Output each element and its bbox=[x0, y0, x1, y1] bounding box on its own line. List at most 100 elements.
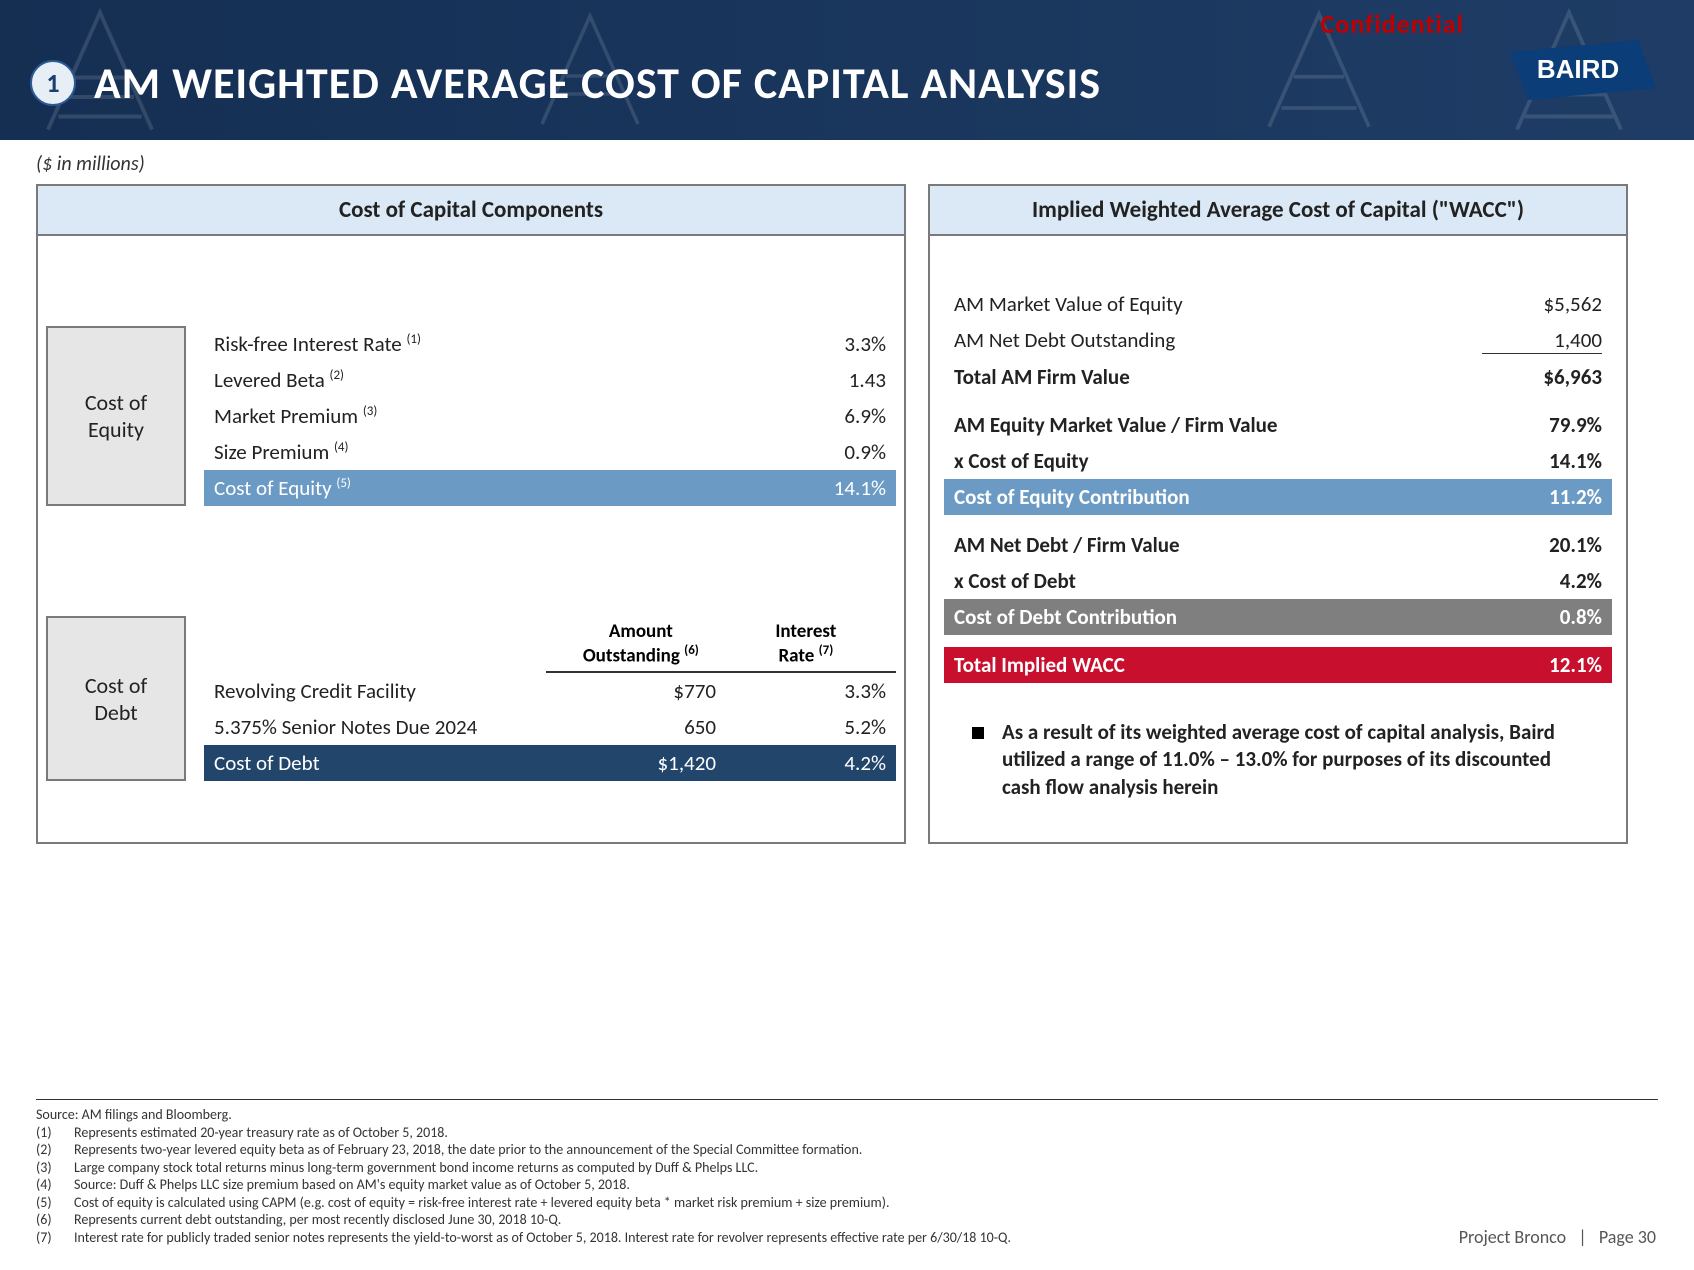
footnote-item: (5)Cost of equity is calculated using CA… bbox=[36, 1194, 1658, 1212]
row-label: AM Net Debt Outstanding bbox=[954, 327, 1482, 354]
col-head: Outstanding bbox=[583, 644, 680, 667]
debt-total-row: Cost of Debt$1,4204.2% bbox=[204, 745, 896, 781]
svg-text:BAIRD: BAIRD bbox=[1537, 54, 1619, 84]
units-note: ($ in millions) bbox=[0, 140, 1694, 184]
footnote-ref: (2) bbox=[330, 368, 344, 383]
row-label: Total Implied WACC bbox=[954, 652, 1482, 678]
equity-row: Size Premium (4) 0.9% bbox=[204, 434, 896, 470]
section-number: 1 bbox=[30, 60, 76, 106]
footnote-ref: (6) bbox=[684, 643, 699, 658]
footnote-text: Represents estimated 20-year treasury ra… bbox=[74, 1124, 448, 1142]
page-footer: Project Bronco | Page 30 bbox=[1459, 1226, 1656, 1248]
debt-row: Revolving Credit Facility$7703.3% bbox=[204, 673, 896, 709]
cost-components-panel: Cost of Capital Components Cost of Equit… bbox=[36, 184, 906, 844]
row-label: Revolving Credit Facility bbox=[214, 678, 546, 704]
row-value: 0.8% bbox=[1482, 604, 1602, 630]
wacc-row: AM Net Debt Outstanding1,400 bbox=[944, 322, 1612, 359]
footnote-ref: (7) bbox=[819, 643, 834, 658]
row-label: AM Net Debt / Firm Value bbox=[954, 532, 1482, 558]
row-value: 79.9% bbox=[1482, 412, 1602, 438]
row-label: Total AM Firm Value bbox=[954, 364, 1482, 390]
footnote-item: (2)Represents two-year levered equity be… bbox=[36, 1141, 1658, 1159]
footnote-item: (3)Large company stock total returns min… bbox=[36, 1159, 1658, 1177]
conclusion-text: As a result of its weighted average cost… bbox=[1002, 719, 1592, 801]
footnote-ref: (3) bbox=[363, 404, 377, 419]
row-value: $6,963 bbox=[1482, 364, 1602, 390]
wacc-row: x Cost of Equity14.1% bbox=[944, 443, 1612, 479]
footnote-item: (4)Source: Duff & Phelps LLC size premiu… bbox=[36, 1176, 1658, 1194]
bullet-icon bbox=[972, 727, 984, 739]
col-head: Interest bbox=[775, 620, 836, 643]
header: Confidential 1 AM WEIGHTED AVERAGE COST … bbox=[0, 0, 1694, 140]
cost-of-equity-label: Cost of Equity bbox=[46, 326, 186, 506]
firm-value-row: Total AM Firm Value$6,963 bbox=[944, 359, 1612, 395]
row-label: Size Premium bbox=[214, 439, 329, 465]
footer-separator: | bbox=[1578, 1226, 1586, 1248]
wacc-row: AM Equity Market Value / Firm Value79.9% bbox=[944, 407, 1612, 443]
project-name: Project Bronco bbox=[1459, 1226, 1566, 1248]
debt-table-header: AmountOutstanding (6) InterestRate (7) bbox=[546, 616, 896, 673]
side-label-line: Equity bbox=[88, 416, 144, 443]
footnote-item: (7)Interest rate for publicly traded sen… bbox=[36, 1229, 1658, 1247]
row-label: Cost of Debt Contribution bbox=[954, 604, 1482, 630]
equity-row: Levered Beta (2)1.43 bbox=[204, 362, 896, 398]
footnote-ref: (5) bbox=[336, 476, 350, 491]
footnote-source: Source: AM filings and Bloomberg. bbox=[36, 1106, 1658, 1124]
cost-of-debt-label: Cost of Debt bbox=[46, 616, 186, 781]
total-wacc-row: Total Implied WACC12.1% bbox=[944, 647, 1612, 683]
row-label: 5.375% Senior Notes Due 2024 bbox=[214, 714, 546, 740]
equity-row: Market Premium (3)6.9% bbox=[204, 398, 896, 434]
row-rate: 5.2% bbox=[716, 714, 886, 740]
col-head: Amount bbox=[609, 620, 673, 643]
side-label-line: Cost of bbox=[85, 389, 147, 416]
footnote-text: Represents current debt outstanding, per… bbox=[74, 1211, 561, 1229]
row-label: AM Market Value of Equity bbox=[954, 291, 1482, 317]
page-title: AM WEIGHTED AVERAGE COST OF CAPITAL ANAL… bbox=[94, 56, 1101, 110]
row-label: AM Equity Market Value / Firm Value bbox=[954, 412, 1482, 438]
left-panel-title: Cost of Capital Components bbox=[38, 186, 904, 236]
row-amount: $1,420 bbox=[546, 750, 716, 776]
row-value: 14.1% bbox=[766, 475, 886, 501]
baird-logo: BAIRD bbox=[1508, 40, 1658, 115]
debt-row: 5.375% Senior Notes Due 20246505.2% bbox=[204, 709, 896, 745]
row-label: Cost of Equity bbox=[214, 475, 332, 501]
row-value: 4.2% bbox=[1482, 568, 1602, 594]
row-label: Cost of Debt bbox=[214, 750, 546, 776]
page-number: Page 30 bbox=[1599, 1226, 1656, 1248]
row-value: 1,400 bbox=[1482, 327, 1602, 354]
row-value: 0.9% bbox=[766, 439, 886, 465]
row-label: Levered Beta bbox=[214, 367, 325, 393]
footnote-ref: (1) bbox=[406, 332, 420, 347]
row-rate: 3.3% bbox=[716, 678, 886, 704]
row-amount: 650 bbox=[546, 714, 716, 740]
footnotes: Source: AM filings and Bloomberg. (1)Rep… bbox=[36, 1099, 1658, 1246]
wacc-row: AM Net Debt / Firm Value20.1% bbox=[944, 527, 1612, 563]
row-label: Risk-free Interest Rate bbox=[214, 331, 402, 357]
conclusion-bullet: As a result of its weighted average cost… bbox=[944, 683, 1612, 811]
wacc-panel: Implied Weighted Average Cost of Capital… bbox=[928, 184, 1628, 844]
content-area: Cost of Capital Components Cost of Equit… bbox=[0, 184, 1694, 844]
confidential-stamp: Confidential bbox=[1320, 8, 1464, 40]
row-value: 20.1% bbox=[1482, 532, 1602, 558]
side-label-line: Cost of bbox=[85, 672, 147, 699]
row-value: 3.3% bbox=[766, 331, 886, 357]
col-head: Rate bbox=[778, 644, 814, 667]
equity om-total-row: Cost of Equity (5) 14.1% bbox=[204, 470, 896, 506]
right-panel-title: Implied Weighted Average Cost of Capital… bbox=[930, 186, 1626, 236]
footnote-item: (1)Represents estimated 20-year treasury… bbox=[36, 1124, 1658, 1142]
debt-contribution-row: Cost of Debt Contribution0.8% bbox=[944, 599, 1612, 635]
side-label-line: Debt bbox=[94, 699, 137, 726]
equity-contribution-row: Cost of Equity Contribution11.2% bbox=[944, 479, 1612, 515]
row-value: 12.1% bbox=[1482, 652, 1602, 678]
footnote-text: Source: Duff & Phelps LLC size premium b… bbox=[74, 1176, 630, 1194]
wacc-row: AM Market Value of Equity$5,562 bbox=[944, 286, 1612, 322]
row-value: $5,562 bbox=[1482, 291, 1602, 317]
row-amount: $770 bbox=[546, 678, 716, 704]
row-value: 14.1% bbox=[1482, 448, 1602, 474]
footnote-ref: (4) bbox=[334, 440, 348, 455]
row-label: Cost of Equity Contribution bbox=[954, 484, 1482, 510]
wacc-row: x Cost of Debt4.2% bbox=[944, 563, 1612, 599]
cost-of-equity-section: Cost of Equity Risk-free Interest Rate (… bbox=[38, 236, 904, 516]
row-label: x Cost of Equity bbox=[954, 448, 1482, 474]
footnote-text: Represents two-year levered equity beta … bbox=[74, 1141, 862, 1159]
